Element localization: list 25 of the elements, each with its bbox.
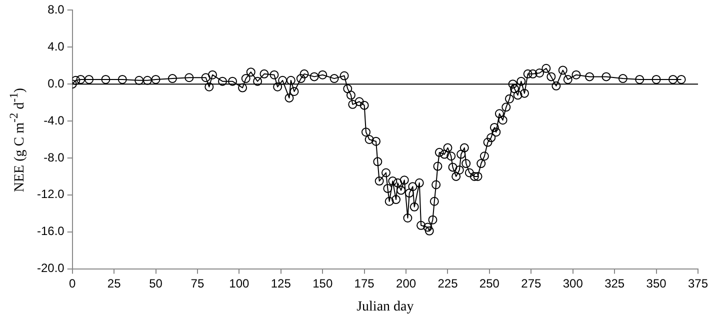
x-tick-label: 375	[688, 276, 708, 290]
x-tick-label: 200	[396, 276, 416, 290]
x-axis-title: Julian day	[356, 299, 414, 314]
y-tick-label: 0.0	[48, 76, 65, 90]
x-tick-label: 75	[190, 276, 204, 290]
x-tick-label: 275	[521, 276, 542, 290]
x-tick-label: 175	[354, 276, 375, 290]
y-tick-label: -16.0	[36, 224, 65, 238]
x-tick-label: 100	[229, 276, 250, 290]
x-tick-label: 25	[107, 276, 122, 290]
x-tick-label: 325	[604, 276, 625, 290]
x-tick-label: 225	[438, 276, 458, 290]
x-tick-label: 150	[312, 276, 333, 290]
y-tick-label: 4.0	[48, 39, 65, 54]
x-tick-label: 300	[562, 276, 584, 290]
x-tick-label: 350	[646, 276, 667, 290]
x-tick-label: 250	[479, 276, 500, 290]
y-tick-label: -20.0	[36, 261, 65, 276]
x-tick-label: 125	[270, 276, 292, 290]
x-tick-label: 0	[69, 276, 76, 290]
y-tick-label: 8.0	[48, 2, 65, 17]
y-tick-label: -8.0	[44, 150, 65, 164]
y-tick-label: -12.0	[36, 187, 65, 202]
x-tick-label: 50	[149, 276, 163, 290]
y-tick-label: -4.0	[44, 113, 65, 128]
